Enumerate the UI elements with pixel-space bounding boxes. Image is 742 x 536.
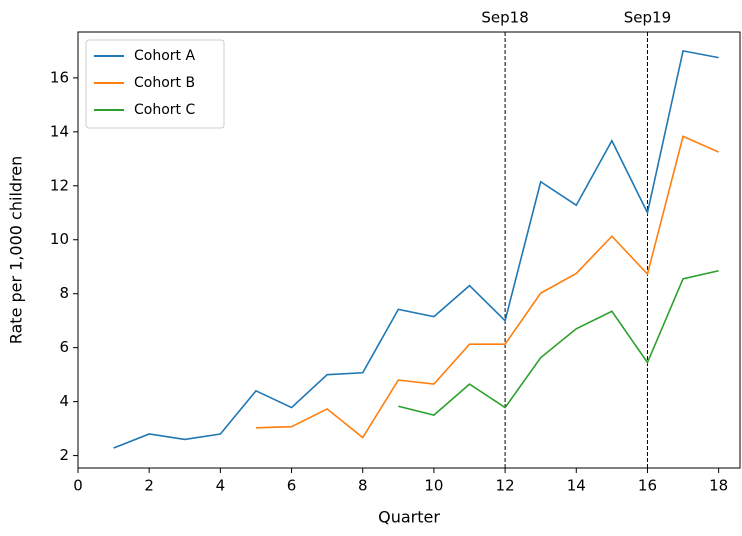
x-tick-label: 12	[496, 477, 515, 495]
x-tick-label: 0	[73, 477, 83, 495]
series-line	[255, 135, 719, 439]
y-tick-label: 10	[50, 230, 69, 248]
y-tick-label: 2	[59, 446, 69, 464]
x-tick-label: 6	[287, 477, 297, 495]
series-line	[398, 269, 719, 416]
x-tick-label: 2	[144, 477, 154, 495]
series-line	[113, 49, 719, 449]
reference-label: Sep19	[624, 9, 671, 27]
y-tick-label: 4	[59, 392, 69, 410]
x-tick-label: 14	[567, 477, 586, 495]
plot-frame	[77, 31, 741, 469]
x-tick-label: 16	[638, 477, 657, 495]
x-tick-label: 4	[216, 477, 226, 495]
legend-label: Cohort C	[134, 102, 195, 118]
y-tick-label: 16	[50, 68, 69, 86]
y-tick-label: 12	[50, 176, 69, 194]
y-axis-label: Rate per 1,000 children	[7, 156, 26, 345]
x-tick-label: 18	[709, 477, 728, 495]
y-tick-label: 8	[59, 284, 69, 302]
y-tick-label: 14	[50, 122, 69, 140]
legend-label: Cohort B	[134, 75, 195, 91]
x-tick-label: 10	[424, 477, 443, 495]
x-axis-label: Quarter	[378, 508, 440, 527]
x-tick-label: 8	[358, 477, 368, 495]
legend-label: Cohort A	[134, 48, 195, 64]
y-tick-label: 6	[59, 338, 69, 356]
legend-box	[85, 39, 225, 129]
reference-label: Sep18	[481, 9, 528, 27]
